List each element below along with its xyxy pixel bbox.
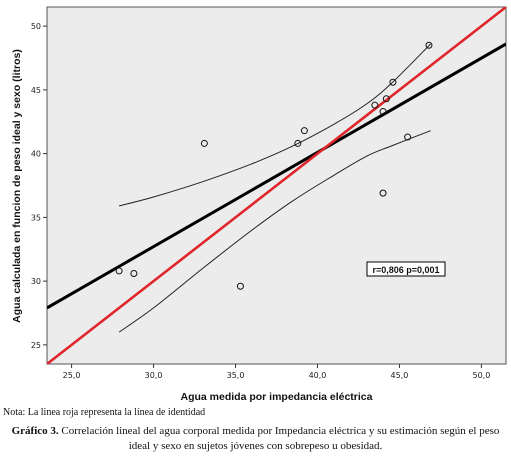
y-axis-title: Agua calculada en funcion de peso ideal … xyxy=(11,49,23,323)
data-point xyxy=(300,127,308,135)
y-tick-label: 45 xyxy=(31,86,41,95)
x-tick-label: 50,0 xyxy=(473,371,491,380)
y-tick-label: 35 xyxy=(31,213,41,222)
caption-label: Gráfico 3. xyxy=(11,425,59,437)
plot-content xyxy=(47,7,506,364)
data-point xyxy=(371,101,379,109)
x-axis-title: Agua medida por impedancia eléctrica xyxy=(181,391,373,403)
y-tick-label: 30 xyxy=(31,277,41,286)
x-tick-label: 40,0 xyxy=(309,371,327,380)
data-point xyxy=(425,41,433,49)
data-point xyxy=(236,282,244,290)
figure-caption: Gráfico 3. Correlación lineal del agua c… xyxy=(0,424,511,454)
caption-text: Correlación lineal del agua corporal med… xyxy=(58,425,500,452)
x-tick-label: 45,0 xyxy=(391,371,409,380)
scatter-chart: 25 30 35 40 45 50 25,0 30,0 35,0 40,0 45,0 50,0 Ag… xyxy=(11,6,507,403)
confidence-band-upper xyxy=(119,43,431,207)
data-point xyxy=(379,189,387,197)
stats-annotation-text: r=0,806 p=0,001 xyxy=(372,265,439,275)
stats-annotation: r=0,806 p=0,001 xyxy=(366,261,446,277)
data-point xyxy=(389,78,397,86)
y-axis: 25 30 35 40 45 50 xyxy=(31,22,47,350)
regression-line xyxy=(47,42,506,310)
x-tick-label: 25,0 xyxy=(63,371,81,380)
y-tick-label: 25 xyxy=(31,341,41,350)
stats-annotation-box xyxy=(366,261,446,277)
data-point xyxy=(294,139,302,147)
y-tick-label: 50 xyxy=(31,22,41,31)
data-point xyxy=(130,269,138,277)
confidence-band-lower xyxy=(118,130,431,333)
y-tick-label: 40 xyxy=(31,150,41,159)
x-tick-label: 30,0 xyxy=(145,371,163,380)
data-point xyxy=(379,108,387,116)
data-point xyxy=(200,139,208,147)
identity-line xyxy=(47,7,506,364)
data-point xyxy=(382,95,390,103)
data-point xyxy=(404,133,412,141)
x-tick-label: 35,0 xyxy=(227,371,245,380)
data-point xyxy=(115,267,123,275)
x-axis: 25,0 30,0 35,0 40,0 45,0 50,0 xyxy=(63,364,491,380)
chart-note: Nota: La linea roja representa la línea … xyxy=(3,407,206,418)
